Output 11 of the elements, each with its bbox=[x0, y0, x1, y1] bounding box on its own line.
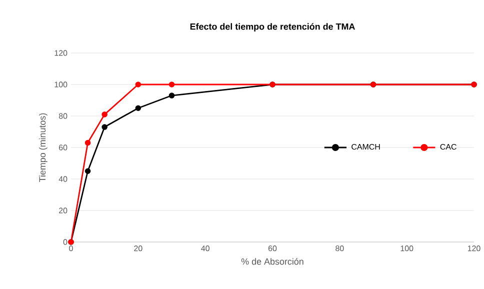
point bbox=[84, 168, 91, 174]
y-axis-title: Tiempo (minutos) bbox=[38, 113, 48, 182]
point bbox=[84, 140, 91, 146]
chart-title: Efecto del tiempo de retención de TMA bbox=[190, 23, 355, 32]
point bbox=[135, 82, 142, 88]
point bbox=[168, 82, 175, 88]
point bbox=[135, 105, 142, 112]
point bbox=[168, 92, 175, 98]
point bbox=[102, 124, 108, 130]
point bbox=[102, 112, 108, 118]
x-axis-title: % de Absorción bbox=[241, 258, 304, 265]
